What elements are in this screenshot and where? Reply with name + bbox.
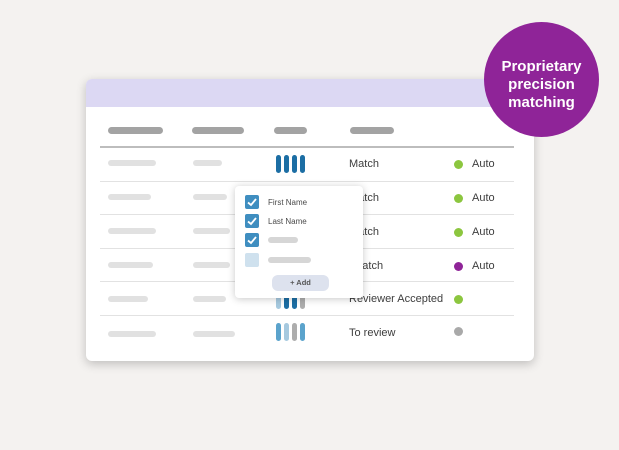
- cell-placeholder: [193, 194, 227, 200]
- card-header-bar: [86, 79, 534, 107]
- match-strength-bars: [276, 155, 305, 173]
- badge-text-line: Proprietary: [501, 58, 582, 75]
- column-header-placeholder: [192, 127, 244, 134]
- checkbox-last-name[interactable]: [245, 214, 259, 228]
- column-header-placeholder: [108, 127, 163, 134]
- check-icon: [247, 217, 257, 226]
- cell-placeholder: [108, 228, 156, 234]
- cell-placeholder: [193, 228, 230, 234]
- auto-label: Auto: [472, 226, 495, 238]
- checkbox-first-name[interactable]: [245, 195, 259, 209]
- badge-text-line: precision: [508, 76, 575, 93]
- status-dot: [454, 262, 463, 271]
- checkbox-option-unchecked[interactable]: [245, 253, 259, 267]
- auto-label: Auto: [472, 158, 495, 170]
- row-divider: [100, 315, 514, 316]
- cell-placeholder: [108, 194, 151, 200]
- option-label-placeholder: [268, 257, 311, 263]
- check-icon: [247, 236, 257, 245]
- cell-placeholder: [193, 160, 222, 166]
- auto-label: Auto: [472, 260, 495, 272]
- column-header-placeholder: [350, 127, 394, 134]
- check-icon: [247, 198, 257, 207]
- cell-placeholder: [108, 296, 148, 302]
- cell-placeholder: [193, 296, 226, 302]
- status-dot: [454, 194, 463, 203]
- add-field-button[interactable]: + Add: [272, 275, 329, 291]
- cell-placeholder: [108, 160, 156, 166]
- match-strength-bars: [276, 323, 305, 341]
- status-dot: [454, 295, 463, 304]
- checkbox-option[interactable]: [245, 233, 259, 247]
- cell-placeholder: [193, 331, 235, 337]
- status-dot: [454, 160, 463, 169]
- status-dot: [454, 228, 463, 237]
- match-status: Match: [349, 158, 379, 170]
- cell-placeholder: [108, 331, 156, 337]
- column-header-placeholder: [274, 127, 307, 134]
- auto-label: Auto: [472, 192, 495, 204]
- badge-text-line: matching: [508, 94, 575, 111]
- field-selector-popup: First Name Last Name + Add: [235, 186, 363, 298]
- status-dot: [454, 327, 463, 336]
- cell-placeholder: [193, 262, 230, 268]
- option-label: Last Name: [268, 217, 307, 226]
- option-label-placeholder: [268, 237, 298, 243]
- feature-badge: Proprietary precision matching: [484, 22, 599, 137]
- match-status: To review: [349, 327, 396, 339]
- header-divider: [100, 146, 514, 148]
- cell-placeholder: [108, 262, 153, 268]
- match-status: Reviewer Accepted: [349, 293, 444, 305]
- match-strength-bars: [276, 291, 305, 309]
- row-divider: [100, 181, 514, 182]
- option-label: First Name: [268, 198, 308, 207]
